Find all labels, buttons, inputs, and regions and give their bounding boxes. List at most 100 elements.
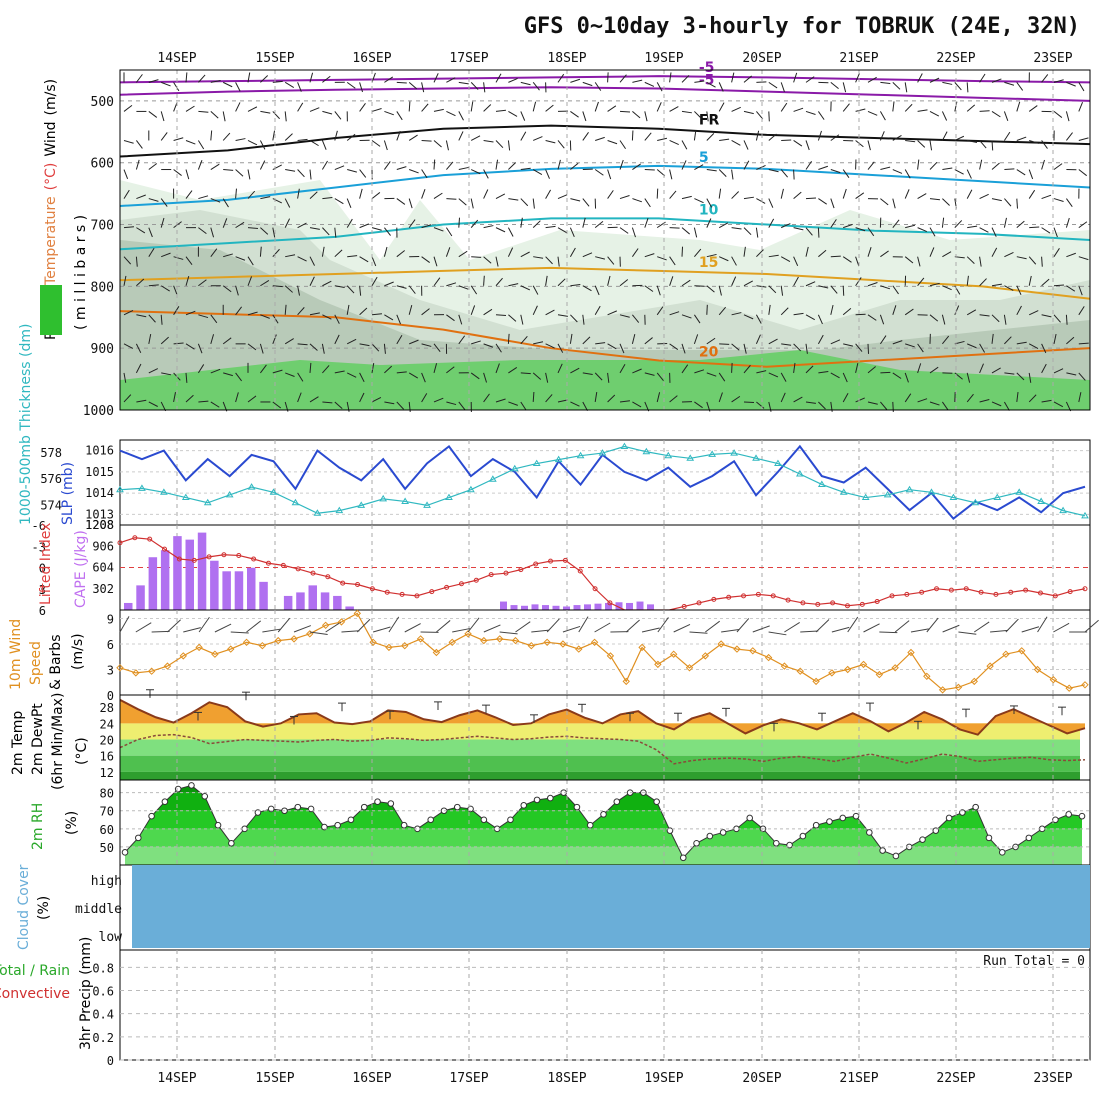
thickness-point bbox=[138, 484, 146, 491]
wind-barb bbox=[867, 110, 878, 116]
wind-barb bbox=[247, 227, 259, 230]
wind-barb bbox=[309, 362, 312, 373]
wind-barb bbox=[1041, 256, 1043, 267]
wind-barb bbox=[260, 75, 269, 83]
wind-barb bbox=[173, 137, 184, 141]
wind-barb bbox=[917, 193, 927, 200]
wind-speed-point bbox=[812, 677, 820, 686]
wind-barb bbox=[991, 314, 1000, 323]
thickness-point bbox=[730, 449, 738, 456]
isotherm-line bbox=[119, 75, 1091, 84]
wind-barb bbox=[879, 131, 885, 141]
wind-barb bbox=[867, 282, 878, 287]
wind-barb bbox=[309, 169, 312, 180]
wind-barb bbox=[1016, 256, 1027, 260]
rh-point bbox=[653, 798, 660, 806]
wind-barb bbox=[160, 285, 170, 292]
thickness-point bbox=[883, 490, 892, 498]
wind-barb bbox=[743, 314, 754, 320]
wind-barb bbox=[830, 219, 837, 228]
wind-barb bbox=[1053, 198, 1064, 202]
wind-barb bbox=[433, 256, 438, 267]
thickness-tick-label: 576 bbox=[40, 472, 62, 486]
wind-barb bbox=[756, 285, 767, 288]
wind-barb bbox=[297, 392, 302, 403]
wind-barb bbox=[421, 308, 430, 316]
wind-barb bbox=[594, 220, 604, 229]
wind-barb bbox=[892, 198, 896, 209]
wind-barb bbox=[408, 372, 419, 379]
li-point bbox=[1082, 586, 1088, 592]
wind-barb bbox=[371, 72, 376, 83]
wind-barb bbox=[880, 81, 891, 85]
slp-tick-label: 1016 bbox=[85, 444, 114, 458]
li-point bbox=[755, 591, 761, 597]
wind-barb bbox=[1066, 372, 1077, 376]
cape-bar bbox=[333, 595, 342, 610]
wind-barb bbox=[694, 369, 705, 374]
wind-barb bbox=[359, 372, 365, 383]
wind-barb bbox=[1078, 392, 1082, 403]
li-point bbox=[147, 536, 153, 542]
wind-barb bbox=[359, 343, 370, 347]
temp-band-20-24 bbox=[120, 723, 1080, 740]
wind-barb bbox=[1041, 399, 1052, 403]
rh-point bbox=[533, 796, 541, 804]
wind-barb bbox=[347, 169, 357, 173]
wind-barb bbox=[507, 333, 510, 344]
wind-barb bbox=[371, 227, 382, 231]
isotherm-line bbox=[119, 266, 1091, 300]
precip-ylabel: 3hr Precip (mm) bbox=[78, 937, 94, 1050]
wind-barb bbox=[805, 314, 815, 321]
wind-barb bbox=[371, 108, 382, 112]
wind-barb bbox=[929, 140, 933, 151]
wind-barb-10m bbox=[1037, 616, 1048, 633]
wind-barb bbox=[892, 219, 900, 228]
wind-barb bbox=[607, 343, 617, 350]
wind-barb bbox=[458, 250, 468, 258]
cape-bar bbox=[594, 603, 602, 610]
wind-barb bbox=[780, 102, 788, 112]
wind-barb bbox=[297, 285, 300, 296]
wind-barb bbox=[904, 393, 912, 403]
wind-barb bbox=[421, 343, 432, 347]
wind-barb bbox=[396, 81, 407, 84]
wind-barb bbox=[210, 248, 218, 257]
wind-barb bbox=[297, 82, 302, 92]
wind-speed-point bbox=[891, 664, 899, 672]
pressure-tick-label: 600 bbox=[91, 157, 114, 172]
wind-barb-10m bbox=[452, 628, 470, 633]
wind-barb bbox=[508, 198, 519, 201]
wind-barb bbox=[383, 343, 386, 354]
wind-barb bbox=[557, 256, 560, 267]
wind-barb bbox=[706, 169, 717, 172]
isotherm-label: 5 bbox=[699, 150, 709, 166]
wind-barb-10m bbox=[562, 625, 581, 633]
wind-speed-point bbox=[590, 638, 599, 647]
wind-barb bbox=[260, 364, 267, 374]
li-point bbox=[473, 577, 479, 583]
wind-barb bbox=[247, 72, 251, 83]
wind-barb bbox=[173, 342, 184, 345]
wind-barb bbox=[632, 368, 642, 374]
wind-barb bbox=[359, 103, 366, 112]
wind-barb bbox=[755, 334, 761, 345]
wind-barb bbox=[880, 250, 889, 258]
wind-speed-point bbox=[448, 638, 456, 647]
rh-point bbox=[387, 800, 395, 807]
wind-barb bbox=[1003, 131, 1011, 141]
wind-barb bbox=[1016, 341, 1027, 345]
rh-point bbox=[174, 785, 182, 793]
wind-barb bbox=[1053, 368, 1064, 374]
wind-barb bbox=[198, 400, 209, 403]
wind-tick-label: 9 bbox=[107, 613, 114, 627]
pressure-unit-label: ( m i l l i b a r s ) bbox=[73, 215, 89, 330]
rh-point bbox=[998, 849, 1006, 856]
wind-barb bbox=[929, 366, 939, 374]
wind-barb bbox=[756, 165, 766, 170]
wind-barb bbox=[123, 169, 129, 180]
wind-barb bbox=[805, 76, 815, 83]
temp-tick-label: 24 bbox=[100, 717, 114, 731]
thickness-point bbox=[467, 485, 475, 493]
rh-tick-label: 80 bbox=[100, 787, 114, 801]
